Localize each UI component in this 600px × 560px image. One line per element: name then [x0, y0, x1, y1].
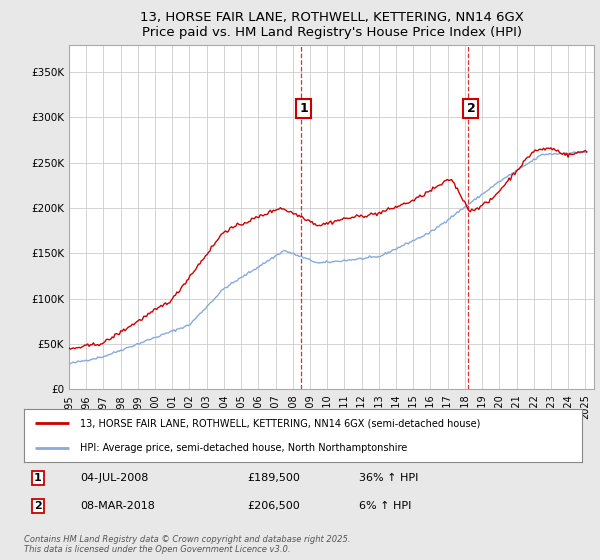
Text: 1: 1: [299, 102, 308, 115]
Text: 6% ↑ HPI: 6% ↑ HPI: [359, 501, 411, 511]
Text: 08-MAR-2018: 08-MAR-2018: [80, 501, 155, 511]
Text: HPI: Average price, semi-detached house, North Northamptonshire: HPI: Average price, semi-detached house,…: [80, 443, 407, 453]
Text: 04-JUL-2008: 04-JUL-2008: [80, 473, 148, 483]
Text: 2: 2: [34, 501, 42, 511]
Text: 2: 2: [467, 102, 475, 115]
Text: £189,500: £189,500: [247, 473, 300, 483]
Text: £206,500: £206,500: [247, 501, 300, 511]
Title: 13, HORSE FAIR LANE, ROTHWELL, KETTERING, NN14 6GX
Price paid vs. HM Land Regist: 13, HORSE FAIR LANE, ROTHWELL, KETTERING…: [140, 11, 523, 39]
Text: 13, HORSE FAIR LANE, ROTHWELL, KETTERING, NN14 6GX (semi-detached house): 13, HORSE FAIR LANE, ROTHWELL, KETTERING…: [80, 419, 480, 429]
Text: 36% ↑ HPI: 36% ↑ HPI: [359, 473, 418, 483]
Text: 1: 1: [34, 473, 42, 483]
Text: Contains HM Land Registry data © Crown copyright and database right 2025.
This d: Contains HM Land Registry data © Crown c…: [24, 535, 350, 554]
